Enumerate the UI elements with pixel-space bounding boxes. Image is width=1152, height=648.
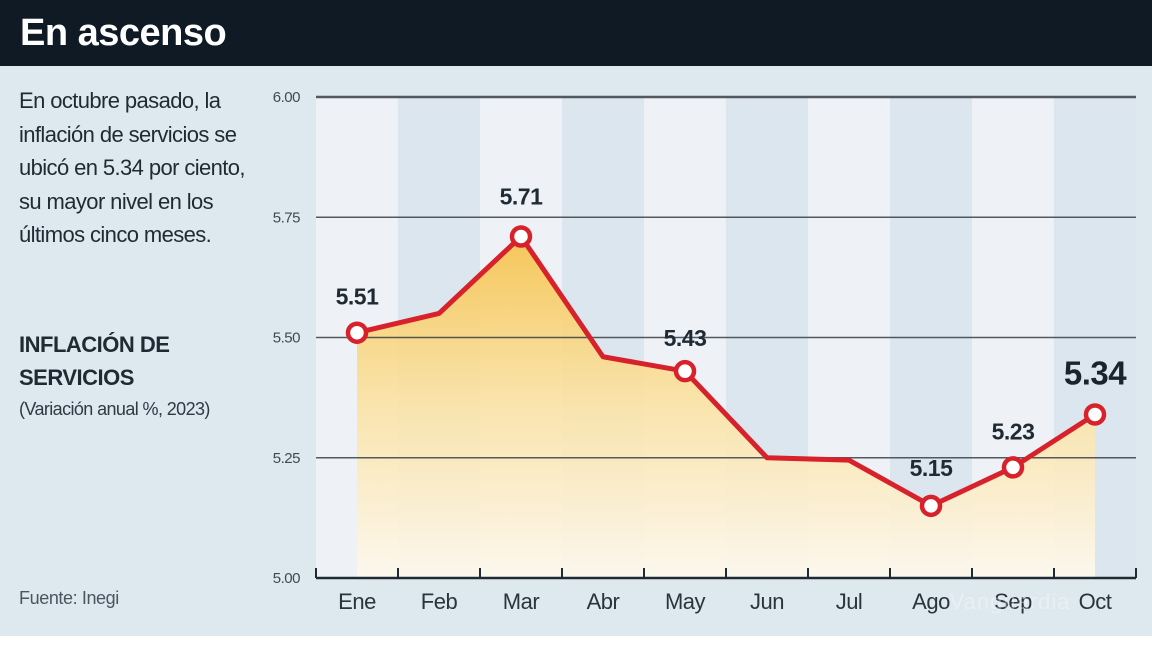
header-bar: En ascenso xyxy=(0,0,1152,66)
source-note: Fuente: Inegi xyxy=(19,588,119,608)
data-value-label: 5.71 xyxy=(500,183,543,209)
y-tick-label: 5.00 xyxy=(273,570,300,587)
data-point-marker xyxy=(509,225,533,248)
data-point-marker xyxy=(345,321,369,344)
area-shape xyxy=(357,236,1095,579)
data-points xyxy=(345,225,1107,518)
page-title: En ascenso xyxy=(20,12,227,54)
series-line xyxy=(354,233,1098,509)
x-tick-label: Ene xyxy=(338,589,376,614)
x-tick-label: Jul xyxy=(836,589,863,614)
y-tick-label: 5.75 xyxy=(273,209,300,226)
data-value-label: 5.15 xyxy=(910,455,953,481)
watermark-text: Vanguardia xyxy=(950,589,1071,614)
x-tick-label: Mar xyxy=(503,589,540,614)
x-tick-label: Sep xyxy=(994,589,1032,614)
x-axis: Ene Feb Mar Abr May Jun Jul Ago Sep Oct xyxy=(315,568,1137,614)
data-point-marker xyxy=(673,359,697,383)
data-labels: 5.51 5.71 5.43 5.15 5.23 5.34 Vanguardia xyxy=(336,183,1128,614)
area-fill xyxy=(357,236,1095,579)
y-tick-label: 6.00 xyxy=(273,89,300,106)
x-tick-label: Abr xyxy=(587,589,620,614)
gridlines xyxy=(316,95,1136,459)
data-value-label: 5.51 xyxy=(336,284,379,310)
data-point-marker xyxy=(919,494,943,518)
intro-text: En octubre pasado, la inflación de servi… xyxy=(19,88,246,247)
highlight-value-label: 5.34 xyxy=(1064,354,1127,391)
data-point-marker xyxy=(1001,456,1025,479)
y-tick-label: 5.50 xyxy=(273,330,300,347)
data-value-label: 5.43 xyxy=(664,325,707,351)
data-point-marker xyxy=(1083,403,1107,426)
series-polyline xyxy=(354,233,1098,509)
y-axis: 5.00 5.25 5.50 5.75 6.00 xyxy=(273,89,301,587)
x-tick-label: May xyxy=(665,589,706,614)
x-tick-label: Ago xyxy=(912,589,950,614)
x-tick-label: Jun xyxy=(750,589,784,614)
x-tick-label: Feb xyxy=(421,589,458,614)
data-value-label: 5.23 xyxy=(992,418,1035,444)
x-tick-label: Oct xyxy=(1079,589,1112,614)
indicator-subtitle: (Variación anual %, 2023) xyxy=(19,399,210,419)
indicator-title: INFLACIÓN DE SERVICIOS xyxy=(19,332,170,390)
y-tick-label: 5.25 xyxy=(273,450,300,467)
